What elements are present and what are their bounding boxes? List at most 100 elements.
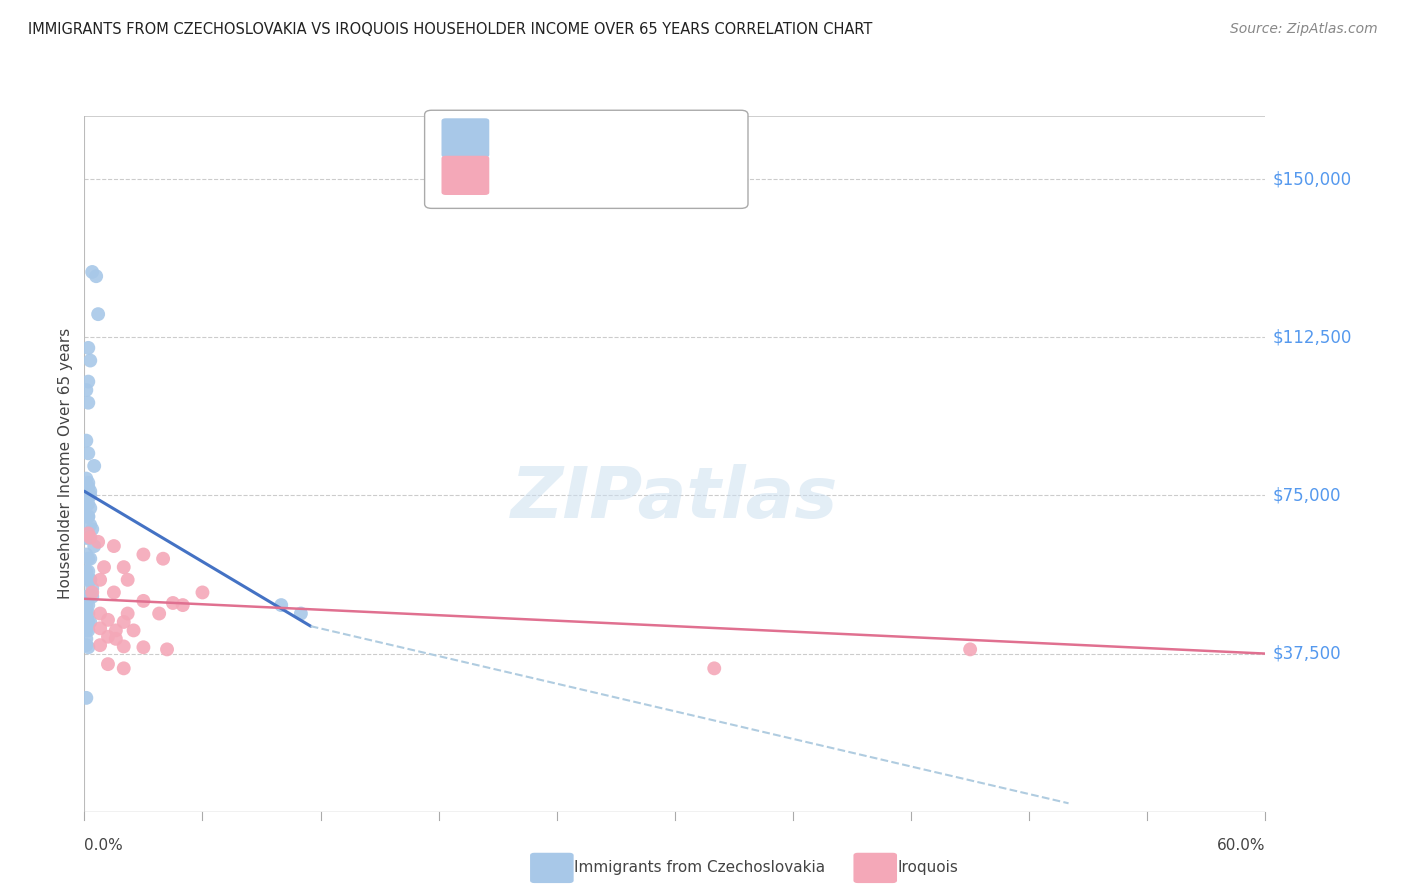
- Point: [112, 661, 135, 675]
- Point: [117, 607, 139, 621]
- Point: [77, 590, 100, 604]
- Point: [77, 624, 100, 638]
- Point: [97, 630, 120, 644]
- Text: 60.0%: 60.0%: [1218, 838, 1265, 854]
- Text: Source: ZipAtlas.com: Source: ZipAtlas.com: [1230, 22, 1378, 37]
- Point: [79, 573, 101, 587]
- Point: [132, 594, 155, 608]
- Point: [79, 484, 101, 499]
- Text: $150,000: $150,000: [1272, 170, 1351, 188]
- Point: [132, 640, 155, 655]
- Text: R = -0.244    N = 55: R = -0.244 N = 55: [496, 130, 659, 145]
- Text: Iroquois: Iroquois: [897, 861, 957, 875]
- Point: [77, 446, 100, 460]
- Point: [87, 307, 110, 321]
- Point: [103, 539, 125, 553]
- Point: [148, 607, 170, 621]
- Point: [89, 638, 111, 652]
- Point: [104, 624, 127, 638]
- Point: [87, 534, 110, 549]
- Point: [84, 269, 107, 284]
- Point: [77, 509, 100, 524]
- Point: [77, 395, 100, 409]
- Point: [75, 573, 97, 587]
- Text: 0.0%: 0.0%: [84, 838, 124, 854]
- Point: [82, 522, 104, 536]
- Point: [75, 590, 97, 604]
- Point: [75, 565, 97, 579]
- Point: [75, 598, 97, 612]
- Point: [77, 531, 100, 545]
- Text: Immigrants from Czechoslovakia: Immigrants from Czechoslovakia: [574, 861, 825, 875]
- Point: [156, 642, 179, 657]
- Point: [75, 548, 97, 562]
- Point: [117, 573, 139, 587]
- Point: [83, 539, 105, 553]
- Point: [75, 531, 97, 545]
- Point: [75, 615, 97, 629]
- Point: [959, 642, 981, 657]
- Point: [79, 488, 101, 502]
- Text: $112,500: $112,500: [1272, 328, 1351, 346]
- Point: [75, 509, 97, 524]
- Point: [77, 526, 100, 541]
- Point: [77, 475, 100, 490]
- Point: [75, 472, 97, 486]
- Point: [82, 590, 104, 604]
- Point: [132, 548, 155, 562]
- Point: [112, 640, 135, 654]
- Point: [79, 518, 101, 533]
- Text: IMMIGRANTS FROM CZECHOSLOVAKIA VS IROQUOIS HOUSEHOLDER INCOME OVER 65 YEARS CORR: IMMIGRANTS FROM CZECHOSLOVAKIA VS IROQUO…: [28, 22, 873, 37]
- Point: [89, 573, 111, 587]
- Point: [75, 607, 97, 621]
- Point: [77, 640, 100, 655]
- Point: [77, 497, 100, 511]
- Point: [97, 657, 120, 672]
- Point: [75, 492, 97, 507]
- Point: [77, 598, 100, 612]
- Point: [77, 509, 100, 524]
- Point: [172, 598, 194, 612]
- Text: ZIPatlas: ZIPatlas: [512, 464, 838, 533]
- Point: [82, 581, 104, 595]
- Point: [290, 607, 312, 621]
- Point: [152, 551, 174, 566]
- Point: [703, 661, 725, 675]
- Point: [122, 624, 145, 638]
- Point: [93, 560, 115, 574]
- Point: [75, 624, 97, 638]
- Point: [79, 615, 101, 629]
- Point: [75, 531, 97, 545]
- Point: [77, 607, 100, 621]
- Point: [79, 531, 101, 545]
- Point: [191, 585, 214, 599]
- Point: [82, 585, 104, 599]
- Point: [97, 613, 120, 627]
- Point: [77, 565, 100, 579]
- Point: [83, 458, 105, 473]
- Point: [112, 615, 135, 629]
- Point: [79, 501, 101, 516]
- Text: $75,000: $75,000: [1272, 486, 1341, 505]
- Point: [162, 596, 184, 610]
- Text: $37,500: $37,500: [1272, 645, 1341, 663]
- Point: [75, 632, 97, 646]
- Point: [89, 607, 111, 621]
- Point: [75, 591, 97, 606]
- Point: [79, 353, 101, 368]
- Point: [75, 638, 97, 652]
- Point: [112, 560, 135, 574]
- Point: [77, 480, 100, 494]
- Point: [77, 341, 100, 355]
- Point: [79, 551, 101, 566]
- Point: [270, 598, 292, 612]
- Point: [77, 551, 100, 566]
- Point: [77, 615, 100, 629]
- Point: [77, 375, 100, 389]
- Point: [75, 383, 97, 397]
- Point: [103, 585, 125, 599]
- Point: [104, 632, 127, 646]
- Point: [82, 265, 104, 279]
- Y-axis label: Householder Income Over 65 years: Householder Income Over 65 years: [58, 328, 73, 599]
- Point: [79, 573, 101, 587]
